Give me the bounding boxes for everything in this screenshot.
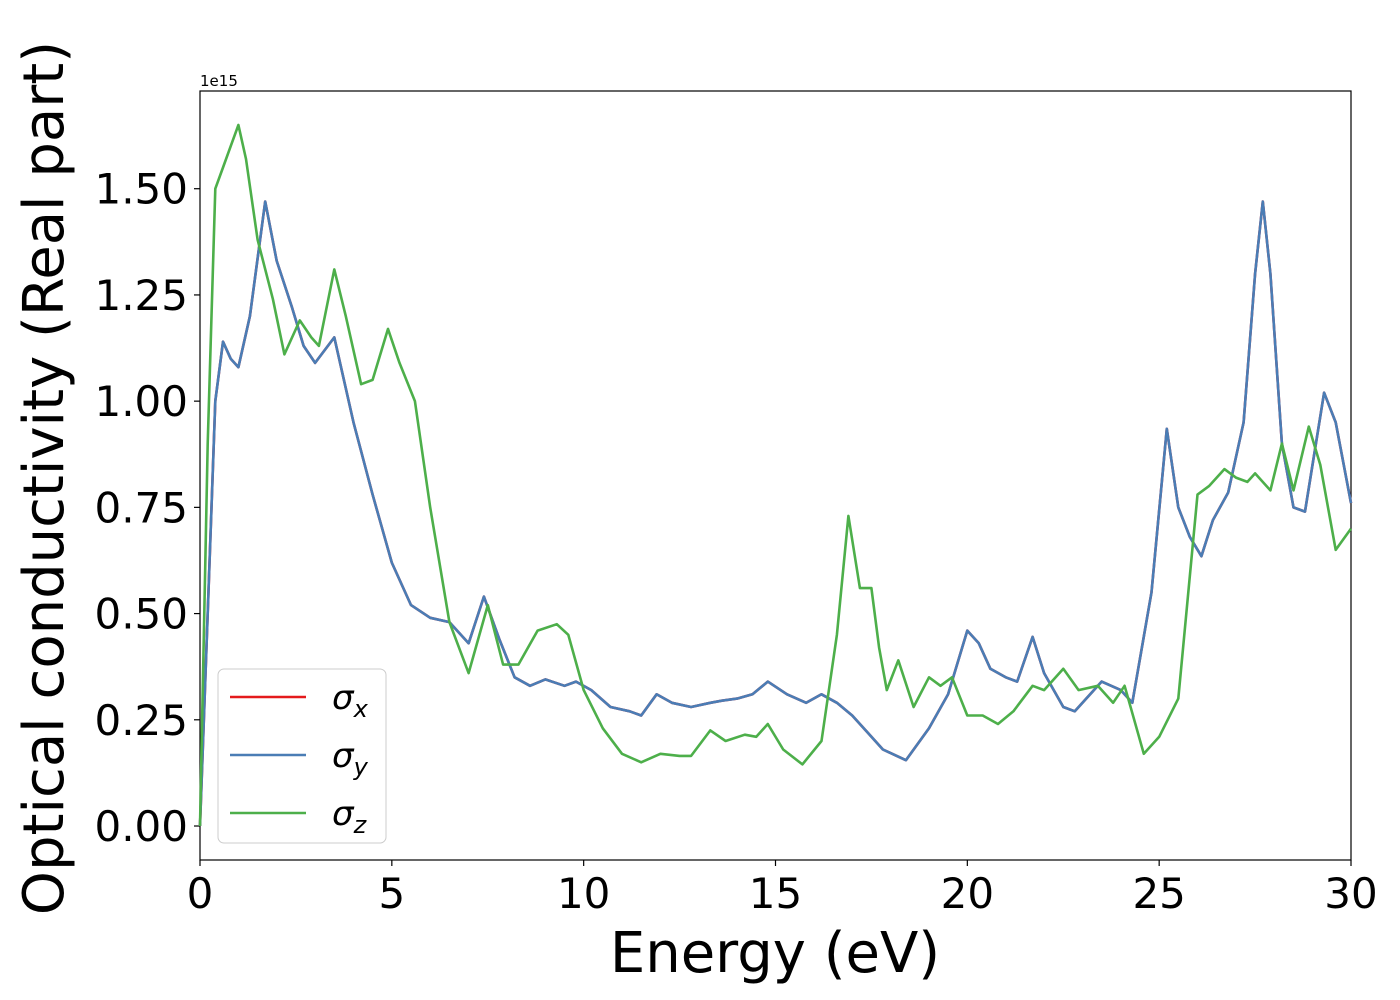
y-axis-label: Optical conductivity (Real part) <box>12 41 77 915</box>
y-tick-label: 0.75 <box>94 483 188 532</box>
series-line <box>198 200 1353 827</box>
y-tick-label: 1.50 <box>94 165 188 214</box>
y-tick-label: 0.50 <box>94 590 188 639</box>
y-offset-label: 1e15 <box>200 72 238 90</box>
x-tick-label: 15 <box>749 869 802 918</box>
x-tick-label: 25 <box>1132 869 1185 918</box>
x-axis-label: Energy (eV) <box>610 921 940 986</box>
legend-label: σy <box>332 736 369 781</box>
series-line <box>198 123 1353 827</box>
legend-label: σx <box>332 678 369 723</box>
x-tick-label: 10 <box>557 869 610 918</box>
x-tick-label: 0 <box>187 869 214 918</box>
x-tick-label: 5 <box>378 869 405 918</box>
y-tick-label: 0.00 <box>94 802 188 851</box>
x-tick-label: 20 <box>941 869 994 918</box>
y-tick-label: 1.25 <box>94 271 188 320</box>
y-tick-label: 0.25 <box>94 696 188 745</box>
x-tick-label: 30 <box>1324 869 1377 918</box>
y-tick-label: 1.00 <box>94 377 188 426</box>
legend-label: σz <box>332 794 368 839</box>
